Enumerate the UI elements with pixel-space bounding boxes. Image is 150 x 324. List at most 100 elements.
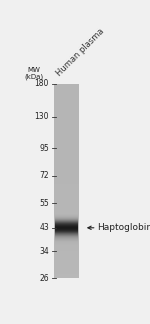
- Bar: [54, 172, 79, 173]
- Bar: [54, 108, 79, 109]
- Bar: [54, 132, 79, 133]
- Bar: [54, 193, 79, 194]
- Bar: [54, 152, 79, 153]
- Bar: [54, 227, 79, 228]
- Bar: [54, 98, 79, 99]
- Bar: [54, 165, 79, 166]
- Bar: [54, 141, 79, 142]
- Bar: [54, 212, 79, 213]
- Bar: [54, 185, 79, 186]
- Bar: [54, 180, 79, 181]
- Bar: [55, 233, 78, 234]
- Text: 130: 130: [34, 112, 49, 121]
- Bar: [54, 224, 79, 225]
- Bar: [54, 179, 79, 180]
- Bar: [54, 183, 79, 184]
- Bar: [54, 243, 79, 244]
- Bar: [54, 211, 79, 212]
- Bar: [54, 167, 79, 168]
- Bar: [54, 273, 79, 274]
- Bar: [54, 242, 79, 243]
- Bar: [55, 243, 78, 244]
- Bar: [54, 173, 79, 174]
- Bar: [54, 110, 79, 111]
- Bar: [54, 113, 79, 114]
- Bar: [55, 251, 78, 252]
- Bar: [55, 249, 78, 250]
- Bar: [54, 85, 79, 86]
- Bar: [54, 130, 79, 131]
- Bar: [54, 137, 79, 138]
- Bar: [55, 235, 78, 236]
- Bar: [54, 133, 79, 134]
- Bar: [54, 239, 79, 240]
- Bar: [55, 228, 78, 229]
- Bar: [54, 221, 79, 222]
- Bar: [54, 219, 79, 220]
- Bar: [54, 121, 79, 122]
- Bar: [54, 120, 79, 121]
- Bar: [54, 263, 79, 264]
- Bar: [54, 102, 79, 103]
- Bar: [54, 115, 79, 116]
- Bar: [54, 265, 79, 266]
- Bar: [54, 244, 79, 245]
- Bar: [54, 200, 79, 201]
- Bar: [54, 164, 79, 165]
- Bar: [54, 155, 79, 156]
- Bar: [54, 84, 79, 85]
- Bar: [55, 232, 78, 233]
- Bar: [55, 237, 78, 238]
- Bar: [54, 256, 79, 257]
- Bar: [55, 230, 78, 231]
- Bar: [54, 262, 79, 263]
- Bar: [54, 230, 79, 231]
- Text: 43: 43: [39, 223, 49, 232]
- Bar: [55, 239, 78, 240]
- Bar: [54, 231, 79, 232]
- Bar: [54, 234, 79, 235]
- Bar: [54, 93, 79, 94]
- Bar: [54, 167, 79, 168]
- Bar: [54, 191, 79, 192]
- Bar: [55, 215, 78, 216]
- Bar: [54, 238, 79, 239]
- Bar: [54, 128, 79, 129]
- Bar: [54, 121, 79, 122]
- Bar: [54, 156, 79, 157]
- Bar: [54, 241, 79, 242]
- Bar: [54, 159, 79, 160]
- Bar: [54, 166, 79, 167]
- Bar: [55, 225, 78, 226]
- Bar: [54, 127, 79, 128]
- Bar: [55, 222, 78, 223]
- Bar: [54, 154, 79, 155]
- Bar: [54, 162, 79, 163]
- Bar: [54, 150, 79, 151]
- Bar: [54, 225, 79, 226]
- Text: Haptoglobin: Haptoglobin: [97, 223, 150, 232]
- Text: Human plasma: Human plasma: [55, 26, 106, 77]
- Bar: [54, 91, 79, 92]
- Bar: [54, 266, 79, 267]
- Bar: [54, 146, 79, 147]
- Bar: [54, 209, 79, 210]
- Bar: [55, 252, 78, 253]
- Bar: [54, 255, 79, 256]
- Bar: [55, 233, 78, 234]
- Text: 26: 26: [39, 274, 49, 283]
- Text: 95: 95: [39, 144, 49, 153]
- Bar: [54, 242, 79, 243]
- Bar: [55, 238, 78, 239]
- Bar: [54, 201, 79, 202]
- Bar: [54, 149, 79, 150]
- Bar: [55, 238, 78, 239]
- Bar: [54, 139, 79, 140]
- Bar: [55, 218, 78, 219]
- Bar: [55, 214, 78, 215]
- Bar: [54, 108, 79, 109]
- Bar: [54, 122, 79, 123]
- Bar: [54, 240, 79, 241]
- Bar: [54, 124, 79, 125]
- Bar: [54, 177, 79, 178]
